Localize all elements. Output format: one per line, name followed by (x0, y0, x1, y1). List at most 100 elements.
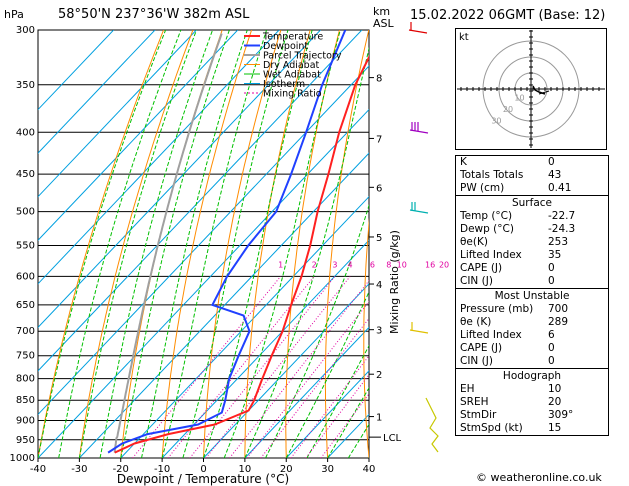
legend-label: Dewpoint (263, 41, 308, 52)
pressure-tick-label: 300 (16, 25, 35, 36)
mixing-ratio-line (290, 355, 369, 458)
wet-adiabat-line (203, 30, 313, 458)
isotherm-line (38, 108, 369, 458)
temperature-tick-label: 40 (363, 464, 376, 475)
surface-key: Dewp (°C) (460, 223, 514, 235)
dewpoint-profile (107, 30, 347, 454)
isotherm-line (244, 326, 369, 458)
temperature-tick-label: 10 (239, 464, 252, 475)
height-tick-label: 5 (376, 233, 382, 244)
dry-adiabat-line (437, 30, 450, 458)
pressure-tick-label: 500 (16, 207, 35, 218)
hodograph-ring-label: 20 (503, 105, 513, 114)
surface-value: 253 (548, 236, 569, 248)
mixing-ratio-label: 16 (425, 260, 435, 269)
mixing-ratio-axis-title: Mixing Ratio (g/kg) (388, 230, 401, 334)
hodograph-ring-label: 30 (491, 117, 501, 126)
surface-row: CIN (J) 0 (456, 275, 608, 288)
isotherm-line (161, 239, 369, 458)
hodograph-stats-title: Hodograph (502, 370, 562, 382)
temperature-tick-label: 0 (200, 464, 206, 475)
mixing-ratio-line (132, 276, 281, 458)
mixing-ratio-label: 1 (278, 260, 283, 269)
surface-value: -22.7 (548, 210, 576, 222)
surface-key: CIN (J) (460, 275, 493, 287)
most-unstable-row: Lifted Index 6 (456, 329, 608, 342)
isotherm-line (38, 30, 114, 111)
isotherm-line (410, 30, 450, 458)
pressure-tick-label: 450 (16, 169, 35, 180)
copyright-footer: © weatheronline.co.uk (476, 471, 602, 484)
index-row: Totals Totals 43 (456, 169, 608, 182)
dry-adiabat-line (78, 30, 194, 458)
pressure-tick-label: 700 (16, 326, 35, 337)
indices-panel: K 0 Totals Totals 43 PW (cm) 0.41 Surface Tem… (455, 155, 609, 436)
mixing-ratio-label: 10 (397, 260, 407, 269)
x-axis-title: Dewpoint / Temperature (°C) (117, 472, 289, 486)
hodograph-stat-value: 20 (548, 396, 562, 408)
hodograph-kt-label: kt (459, 32, 469, 43)
most-unstable-row: Pressure (mb) 700 (456, 303, 608, 316)
most-unstable-value: 0 (548, 342, 555, 354)
hodograph-stat-key: StmSpd (kt) (460, 422, 523, 434)
mixing-ratio-label: 4 (348, 260, 353, 269)
dry-adiabat-line (363, 217, 369, 458)
storm-motion-arrow (538, 90, 550, 95)
pressure-tick-label: 600 (16, 271, 35, 282)
most-unstable-key: θe (K) (460, 316, 492, 328)
mixing-ratio-label: 3 (332, 260, 337, 269)
mixing-ratio-label: 20 (439, 260, 449, 269)
height-tick-label: 7 (376, 134, 382, 145)
wet-adiabat-line (244, 46, 369, 458)
mixing-ratio-line (320, 393, 369, 458)
hodograph-stat-row: SREH 20 (456, 396, 608, 409)
wet-adiabat-line (99, 30, 214, 458)
surface-row: Temp (°C) -22.7 (456, 210, 608, 223)
most-unstable-key: CIN (J) (460, 355, 493, 367)
wind-barb-low-levels (425, 397, 439, 453)
index-row: PW (cm) 0.41 (456, 182, 608, 195)
hodograph-stat-value: 309° (548, 409, 574, 421)
most-unstable-key: Lifted Index (460, 329, 522, 341)
km-label: km (373, 5, 391, 18)
pressure-tick-label: 950 (16, 435, 35, 446)
pressure-tick-label: 550 (16, 240, 35, 251)
temperature-tick-label: -30 (71, 464, 87, 475)
wind-barb-staff (409, 329, 429, 334)
temperature-tick-label: -20 (113, 464, 129, 475)
temperature-tick-label: 20 (280, 464, 293, 475)
mixing-ratio-line (205, 276, 351, 458)
pressure-tick-label: 1000 (10, 453, 35, 464)
height-tick-label: 2 (376, 370, 382, 381)
hodograph-stat-key: SREH (460, 396, 489, 408)
isotherm-line (368, 457, 369, 458)
most-unstable-title: Most Unstable (494, 290, 570, 302)
hodograph-stat-value: 15 (548, 422, 562, 434)
index-value: 43 (548, 169, 562, 181)
hodograph-stat-row: StmDir 309° (456, 409, 608, 422)
most-unstable-value: 289 (548, 316, 569, 328)
mixing-ratio-label: 2 (312, 260, 317, 269)
surface-key: Lifted Index (460, 249, 522, 261)
height-tick-label: 8 (376, 74, 382, 85)
wet-adiabat-line (140, 30, 248, 458)
skew-t-chart: 12346810162025 3003504004505005506006507… (10, 22, 450, 486)
surface-value: 0 (548, 262, 555, 274)
height-tick-label: 4 (376, 280, 382, 291)
hpa-axis-label: hPa (4, 8, 24, 21)
wet-adiabat-line (120, 30, 230, 458)
hodograph-stat-key: StmDir (460, 409, 497, 421)
surface-value: 35 (548, 249, 562, 261)
pressure-tick-label: 900 (16, 416, 35, 427)
isotherm-line (285, 370, 369, 458)
pressure-tick-label: 400 (16, 127, 35, 138)
dry-adiabat-line (38, 30, 165, 458)
legend-label: Wet Adiabat (263, 70, 321, 81)
isotherm-line (79, 152, 369, 458)
surface-row: θe(K) 253 (456, 236, 608, 249)
hodograph-ring-label: 10 (514, 94, 524, 103)
surface-value: 0 (548, 275, 555, 287)
surface-title: Surface (511, 197, 552, 209)
most-unstable-row: CIN (J) 0 (456, 355, 608, 368)
